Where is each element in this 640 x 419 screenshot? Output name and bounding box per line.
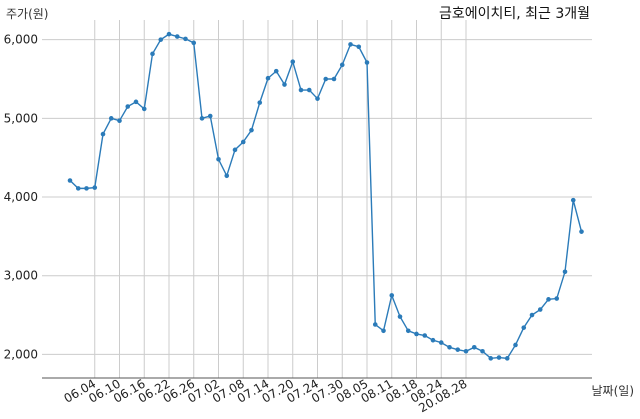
price-point: [496, 355, 502, 360]
price-point: [141, 106, 147, 112]
price-point: [191, 40, 197, 46]
x-axis-unit-label: 날짜(일): [592, 384, 634, 398]
chart-title: 금호에이치티, 최근 3개월: [439, 6, 590, 22]
price-point: [405, 328, 411, 334]
price-point: [447, 345, 452, 350]
price-point: [471, 345, 477, 350]
price-point: [504, 356, 510, 361]
price-point: [207, 113, 213, 119]
x-tick-labels: 06.0406.1006.1606.2206.2607.0207.0807.14…: [61, 376, 469, 415]
price-point: [298, 87, 304, 93]
price-point: [381, 328, 386, 334]
price-point: [232, 147, 238, 153]
price-point: [513, 342, 518, 348]
price-point: [108, 116, 114, 121]
price-point: [372, 322, 378, 327]
price-point: [356, 44, 362, 50]
price-point: [414, 331, 419, 337]
y-tick-label: 3,000: [4, 269, 38, 283]
price-point: [570, 197, 576, 203]
price-point: [315, 96, 320, 101]
price-point: [166, 31, 172, 37]
price-point: [480, 348, 485, 354]
price-point: [257, 100, 263, 105]
price-point: [150, 51, 155, 57]
price-point: [216, 156, 221, 162]
price-point: [422, 333, 428, 338]
price-point: [67, 178, 73, 183]
price-point: [554, 296, 560, 301]
price-point: [158, 37, 164, 42]
y-tick-label: 2,000: [4, 347, 38, 361]
price-point: [133, 99, 139, 105]
price-point: [199, 116, 205, 121]
y-tick-label: 6,000: [4, 33, 38, 47]
y-tick-labels: 2,000 3,000 4,000 5,000 6,000: [4, 33, 38, 362]
price-point: [224, 173, 230, 179]
price-point: [273, 68, 279, 74]
price-point: [430, 337, 436, 343]
price-point: [265, 75, 271, 81]
y-tick-label: 5,000: [4, 111, 38, 125]
price-point: [331, 76, 337, 82]
price-point: [529, 312, 535, 318]
price-point: [100, 131, 106, 137]
price-point: [306, 87, 312, 93]
price-point: [125, 104, 131, 109]
price-point: [389, 293, 395, 298]
price-point: [240, 139, 246, 145]
price-point: [75, 186, 81, 191]
price-point: [537, 307, 543, 312]
price-point: [183, 36, 188, 42]
price-point: [117, 118, 122, 124]
price-point: [463, 348, 469, 354]
price-series: [67, 31, 584, 361]
price-point: [562, 269, 568, 275]
price-point: [290, 59, 296, 64]
price-point: [323, 76, 329, 82]
price-point: [339, 62, 345, 68]
price-point: [488, 356, 494, 361]
price-line: [69, 33, 583, 360]
price-point: [84, 186, 89, 191]
price-point: [348, 42, 353, 47]
price-point: [174, 34, 180, 39]
grid-lines: [42, 20, 592, 378]
price-point: [455, 347, 461, 352]
price-point: [92, 185, 98, 190]
y-axis-unit-label: 주가(원): [6, 7, 48, 21]
price-point: [579, 229, 584, 234]
price-point: [546, 297, 551, 302]
price-point: [438, 340, 444, 345]
y-tick-label: 4,000: [4, 190, 38, 204]
price-point: [282, 82, 287, 87]
price-point: [521, 325, 527, 330]
price-point: [364, 60, 370, 65]
price-point: [249, 127, 254, 133]
price-point: [397, 314, 403, 319]
